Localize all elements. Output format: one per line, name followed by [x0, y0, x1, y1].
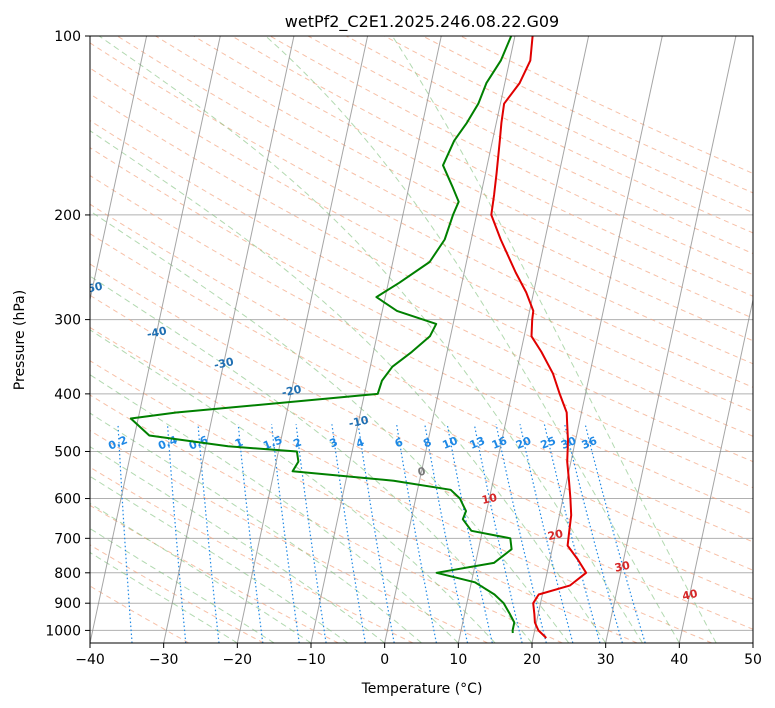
y-tick-label: 300: [54, 313, 81, 329]
x-axis-label: Temperature (°C): [361, 681, 483, 697]
mixing-ratio-label: 2: [291, 436, 303, 451]
y-tick-label: 500: [54, 444, 81, 460]
dry-adiabat: [155, 36, 753, 342]
x-tick-label: 0: [380, 652, 389, 668]
dry-adiabat: [90, 585, 190, 643]
moist-adiabat: [90, 329, 496, 643]
isotherm-label: 40: [681, 587, 699, 603]
isotherm: [605, 36, 737, 643]
dry-adiabat: [90, 360, 638, 643]
y-tick-label: 900: [54, 596, 81, 612]
moist-adiabat: [90, 551, 238, 643]
x-tick-label: 40: [670, 652, 688, 668]
dry-adiabat: [90, 326, 712, 643]
x-tick-label: −30: [149, 652, 179, 668]
dry-adiabat: [90, 394, 563, 643]
isotherm: [236, 36, 369, 643]
y-tick-label: 100: [54, 29, 81, 45]
moist-adiabat: [90, 275, 533, 643]
y-axis-label: Pressure (hPa): [12, 290, 28, 390]
dry-adiabat: [90, 263, 753, 600]
y-tick-label: 1000: [45, 623, 81, 639]
mixing-ratio-line: [564, 424, 623, 643]
mixing-ratio-label: 10: [441, 434, 460, 452]
isotherm: [531, 36, 663, 643]
x-tick-label: 20: [523, 652, 541, 668]
mixing-ratio-line: [424, 424, 469, 643]
isotherm-label: 0: [417, 465, 428, 479]
mixing-ratio-line: [543, 424, 601, 643]
isotherm-label: -30: [213, 355, 235, 372]
moist-adiabat: [90, 374, 459, 643]
isotherm: [163, 36, 295, 643]
dry-adiabat: [90, 93, 753, 437]
y-tick-label: 800: [54, 566, 81, 582]
temperature-profile: [490, 36, 588, 639]
isotherm-label: -50: [82, 280, 104, 297]
isotherm-label: -40: [146, 324, 168, 341]
mixing-ratio-line: [271, 424, 300, 643]
x-tick-label: −40: [75, 652, 105, 668]
dry-adiabat: [231, 36, 753, 297]
x-tick-label: 10: [449, 652, 467, 668]
mixing-ratio-line: [495, 424, 547, 643]
isotherm: [310, 36, 442, 643]
isotherm-label: -10: [348, 413, 370, 430]
x-tick-label: −10: [296, 652, 326, 668]
moist-adiabat: [90, 446, 385, 643]
dry-adiabat: [90, 119, 753, 463]
mixing-ratio-line: [584, 424, 646, 643]
mixing-ratio-line: [295, 424, 327, 643]
moist-adiabat: [90, 130, 607, 643]
isotherm: [678, 297, 753, 643]
mixing-ratio-label: 25: [539, 434, 558, 452]
mixing-ratio-label: 36: [580, 434, 599, 452]
isotherm-label: 30: [613, 559, 631, 575]
mixing-ratio-label: 1: [233, 436, 245, 451]
isotherm-label: 20: [547, 527, 565, 543]
isotherm-label: 10: [481, 491, 499, 507]
moist-adiabat: [90, 475, 349, 643]
x-tick-label: 30: [597, 652, 615, 668]
mixing-ratio-line: [357, 424, 395, 643]
mixing-ratio-line: [396, 424, 437, 643]
chart-title: wetPf2_C2E1.2025.246.08.22.G09: [285, 12, 559, 32]
y-tick-label: 200: [54, 208, 81, 224]
y-tick-label: 700: [54, 531, 81, 547]
moist-adiabat: [90, 412, 422, 643]
mixing-ratio-label: 13: [468, 434, 487, 452]
mixing-ratio-label: 8: [421, 436, 433, 451]
y-tick-label: 600: [54, 492, 81, 508]
mixing-ratio-label: 20: [514, 434, 533, 452]
dry-adiabat: [90, 175, 753, 515]
isotherm: [384, 36, 516, 643]
isotherm: [90, 36, 221, 643]
dry-adiabat: [90, 504, 339, 643]
y-tick-label: 400: [54, 387, 81, 403]
isotherm: [90, 36, 148, 303]
moist-adiabat: [391, 36, 717, 643]
plot-frame: [89, 35, 754, 644]
dry-adiabat: [90, 42, 753, 388]
mixing-ratio-line: [237, 424, 264, 643]
x-tick-label: −20: [223, 652, 253, 668]
mixing-ratio-label: 16: [490, 434, 509, 452]
x-tick-label: 50: [744, 652, 762, 668]
isotherm-label: -20: [281, 383, 303, 400]
dewpoint-profile: [129, 36, 516, 634]
isotherm: [457, 36, 590, 643]
moist-adiabat: [98, 36, 643, 643]
mixing-ratio-line: [446, 424, 493, 643]
mixing-ratio-label: 3: [328, 436, 340, 451]
